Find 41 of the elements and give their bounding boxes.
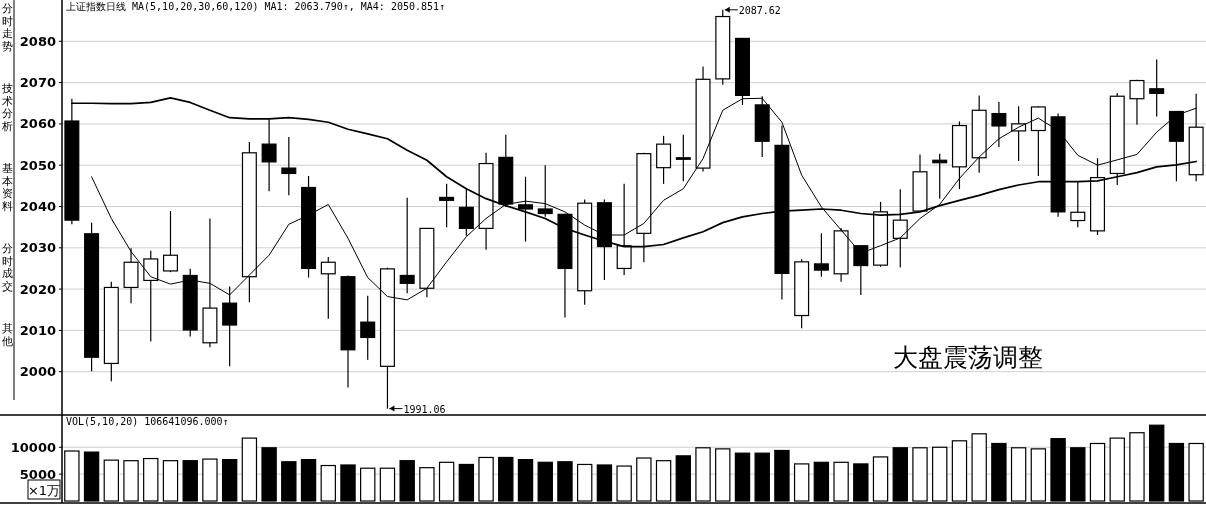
annotation: 2087.62 [738, 4, 781, 16]
y-tick-label: 2070 [19, 75, 56, 91]
candlestick [320, 256, 336, 320]
candlestick [1070, 180, 1086, 228]
y-tick-label: 2000 [19, 364, 56, 380]
chart-title: VOL(5,10,20) 106641096.000↑ [66, 416, 229, 427]
candlestick [656, 135, 672, 185]
y-tick-label: 2010 [19, 322, 56, 338]
candlestick [1129, 79, 1145, 126]
y-tick-label: 2030 [19, 240, 56, 256]
text: 分时走势 [1, 2, 13, 53]
text: 分时成交 [1, 242, 13, 293]
candlestick [1030, 105, 1046, 177]
text: 技术分析 [0, 82, 13, 133]
annotation: 大盘震荡调整 [893, 343, 1043, 372]
candlestick [360, 295, 376, 361]
candlestick [1149, 58, 1165, 118]
y-tick-label: 2040 [19, 199, 56, 214]
y-tick-label: 2060 [19, 116, 56, 132]
candlestick [537, 164, 553, 218]
candlestick [813, 232, 829, 278]
candlestick [518, 176, 534, 243]
y-tick-label: 2080 [19, 33, 56, 49]
candlestick [675, 134, 691, 182]
y-tick-label: 5000 [19, 466, 56, 482]
chart-title: 上证指数日线 MA(5,10,20,30,60,120) MA1: 2063.790↑, MA4: 2050.851↑ [66, 1, 446, 12]
y-tick-label: 2020 [19, 281, 56, 297]
candlestick [261, 118, 277, 192]
y-tick-label: 10000 [10, 439, 56, 455]
y-axis-title: ×1万 [27, 483, 61, 498]
candlestick [439, 183, 455, 228]
candlestick [399, 197, 415, 294]
candlestick [853, 245, 869, 296]
candlestick [991, 101, 1007, 148]
y-tick-label: 2050 [19, 157, 56, 173]
candlestick [458, 187, 474, 237]
annotation: 1991.06 [403, 403, 446, 415]
text: 其他 [1, 322, 13, 348]
candlestick [281, 136, 297, 196]
text: 基本资料 [1, 162, 13, 213]
candlestick [162, 210, 178, 273]
